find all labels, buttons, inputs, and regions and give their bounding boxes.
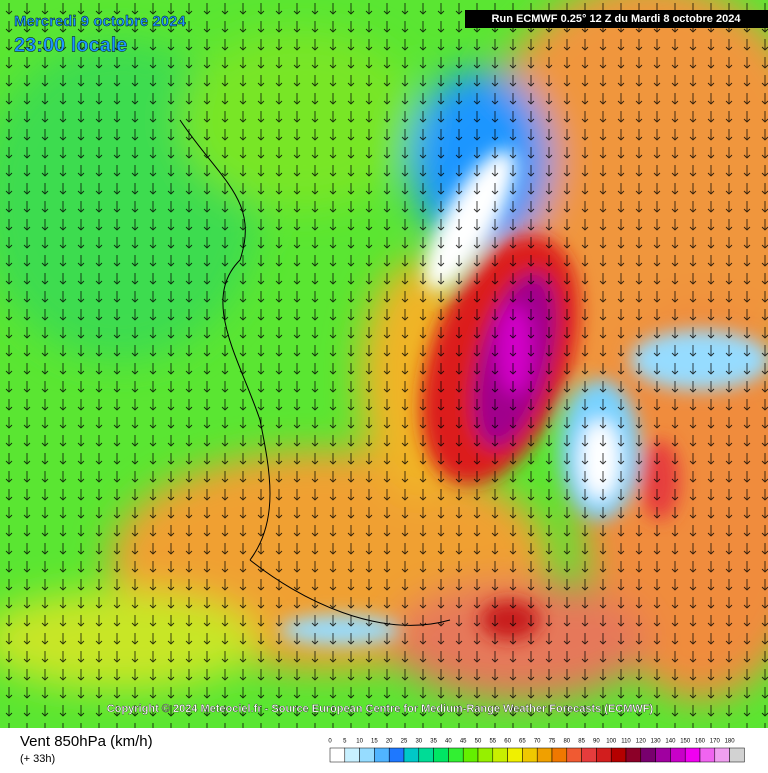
legend-label: 150 [680, 739, 691, 745]
legend-label: 65 [519, 739, 526, 745]
legend-swatch [699, 747, 716, 763]
legend-swatch [625, 747, 642, 763]
legend-label: 60 [504, 739, 511, 745]
legend-swatch [433, 747, 449, 763]
legend-swatch [610, 747, 627, 763]
legend-swatch [403, 747, 420, 763]
legend-label: 90 [593, 739, 600, 745]
legend-swatch [581, 747, 597, 763]
legend-label: 85 [578, 739, 585, 745]
legend-swatch [566, 747, 582, 763]
legend-label: 25 [401, 739, 408, 745]
legend-swatch [655, 747, 671, 763]
legend-label: 30 [415, 739, 422, 745]
legend-label: 80 [563, 739, 570, 745]
legend-label: 75 [549, 739, 556, 745]
legend-label: 130 [651, 739, 662, 745]
legend-label: 35 [430, 739, 437, 745]
legend-label: 15 [371, 739, 378, 745]
legend-label: 55 [489, 739, 496, 745]
legend-label: 0 [328, 739, 332, 745]
legend-swatch [536, 747, 553, 763]
legend-swatch [477, 747, 494, 763]
legend-swatch [714, 747, 730, 763]
legend-label: 140 [665, 739, 676, 745]
legend-swatch [522, 747, 538, 763]
legend-label: 110 [621, 739, 631, 745]
legend-label: 40 [445, 739, 452, 745]
time: 23:00 locale [14, 34, 127, 56]
legend-swatch [329, 747, 346, 763]
legend-swatch [388, 747, 405, 763]
legend-label: 180 [725, 739, 736, 745]
legend-label: 170 [710, 739, 721, 745]
legend-swatch [729, 747, 745, 763]
footer-lead: (+ 33h) [20, 753, 55, 765]
legend-swatch [344, 747, 360, 763]
legend-label: 5 [343, 739, 347, 745]
copyright: Copyright © 2024 Meteociel.fr - Source E… [107, 703, 654, 715]
wind-field [0, 0, 768, 728]
legend: 0 5 10 15 20 25 30 35 40 45 50 55 60 65 70 75 80 85 90 100 1… [328, 739, 745, 763]
legend-swatch [448, 747, 464, 763]
legend-label: 20 [386, 739, 393, 745]
legend-swatch [374, 747, 390, 763]
legend-swatch [492, 747, 508, 763]
legend-label: 70 [534, 739, 541, 745]
legend-swatch [507, 747, 523, 763]
legend-swatch [359, 747, 375, 763]
date: Mercredi 9 octobre 2024 [14, 13, 186, 30]
legend-label: 120 [636, 739, 647, 745]
legend-label: 100 [606, 739, 617, 745]
legend-label: 45 [460, 739, 467, 745]
legend-swatch [462, 747, 479, 763]
footer-title: Vent 850hPa (km/h) [20, 733, 153, 750]
run-info: Run ECMWF 0.25° 12 Z du Mardi 8 octobre … [492, 13, 742, 25]
legend-swatch [596, 747, 612, 763]
legend-swatch [418, 747, 434, 763]
legend-label: 10 [356, 739, 363, 745]
legend-swatch [684, 747, 701, 763]
run-box [465, 10, 768, 28]
legend-swatch [670, 747, 686, 763]
legend-label: 160 [695, 739, 706, 745]
legend-swatch [640, 747, 656, 763]
legend-label: 50 [475, 739, 482, 745]
legend-swatch [551, 747, 568, 763]
